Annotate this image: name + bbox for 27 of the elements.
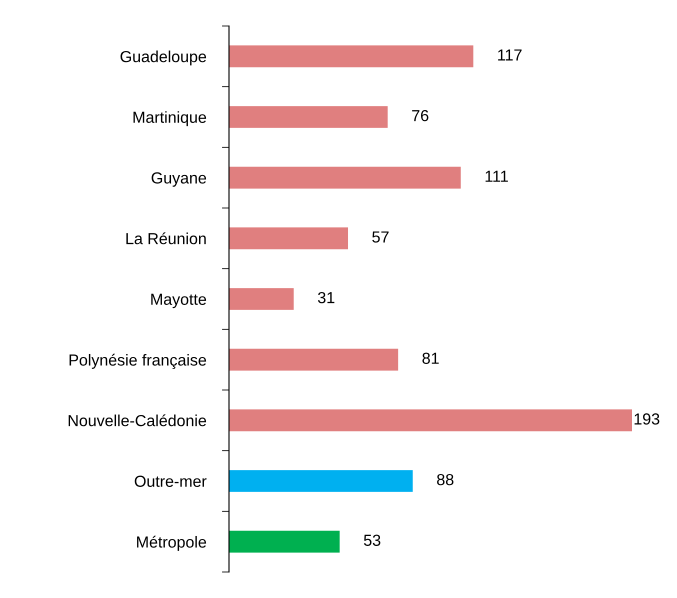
y-tick-label: Polynésie française <box>70 354 206 369</box>
y-tick-label: Outre-mer <box>134 476 207 487</box>
bar <box>229 106 388 128</box>
data-label: 193 <box>634 413 660 425</box>
data-label: 76 <box>412 110 428 122</box>
bar <box>229 288 294 310</box>
bar <box>229 409 632 432</box>
bar <box>229 470 413 492</box>
bar <box>229 45 474 68</box>
data-label: 57 <box>372 231 389 243</box>
bar <box>229 530 340 553</box>
y-tick-label: Guyane <box>152 172 206 187</box>
y-tick-label: Métropole <box>137 536 206 551</box>
y-tick-label: Nouvelle-Calédonie <box>68 414 206 426</box>
data-label: 117 <box>498 49 522 60</box>
data-label: 111 <box>486 170 508 182</box>
data-label: 31 <box>318 292 334 304</box>
y-tick-label: La Réunion <box>126 232 206 244</box>
data-label: 88 <box>437 474 454 486</box>
bar <box>229 227 348 250</box>
y-tick-label: Martinique <box>134 111 206 126</box>
data-label: 81 <box>422 352 439 364</box>
y-tick-label: Guadeloupe <box>120 50 206 66</box>
bar <box>229 166 461 189</box>
bar <box>229 348 398 371</box>
data-label: 53 <box>364 534 380 546</box>
y-tick-label: Mayotte <box>151 294 206 308</box>
